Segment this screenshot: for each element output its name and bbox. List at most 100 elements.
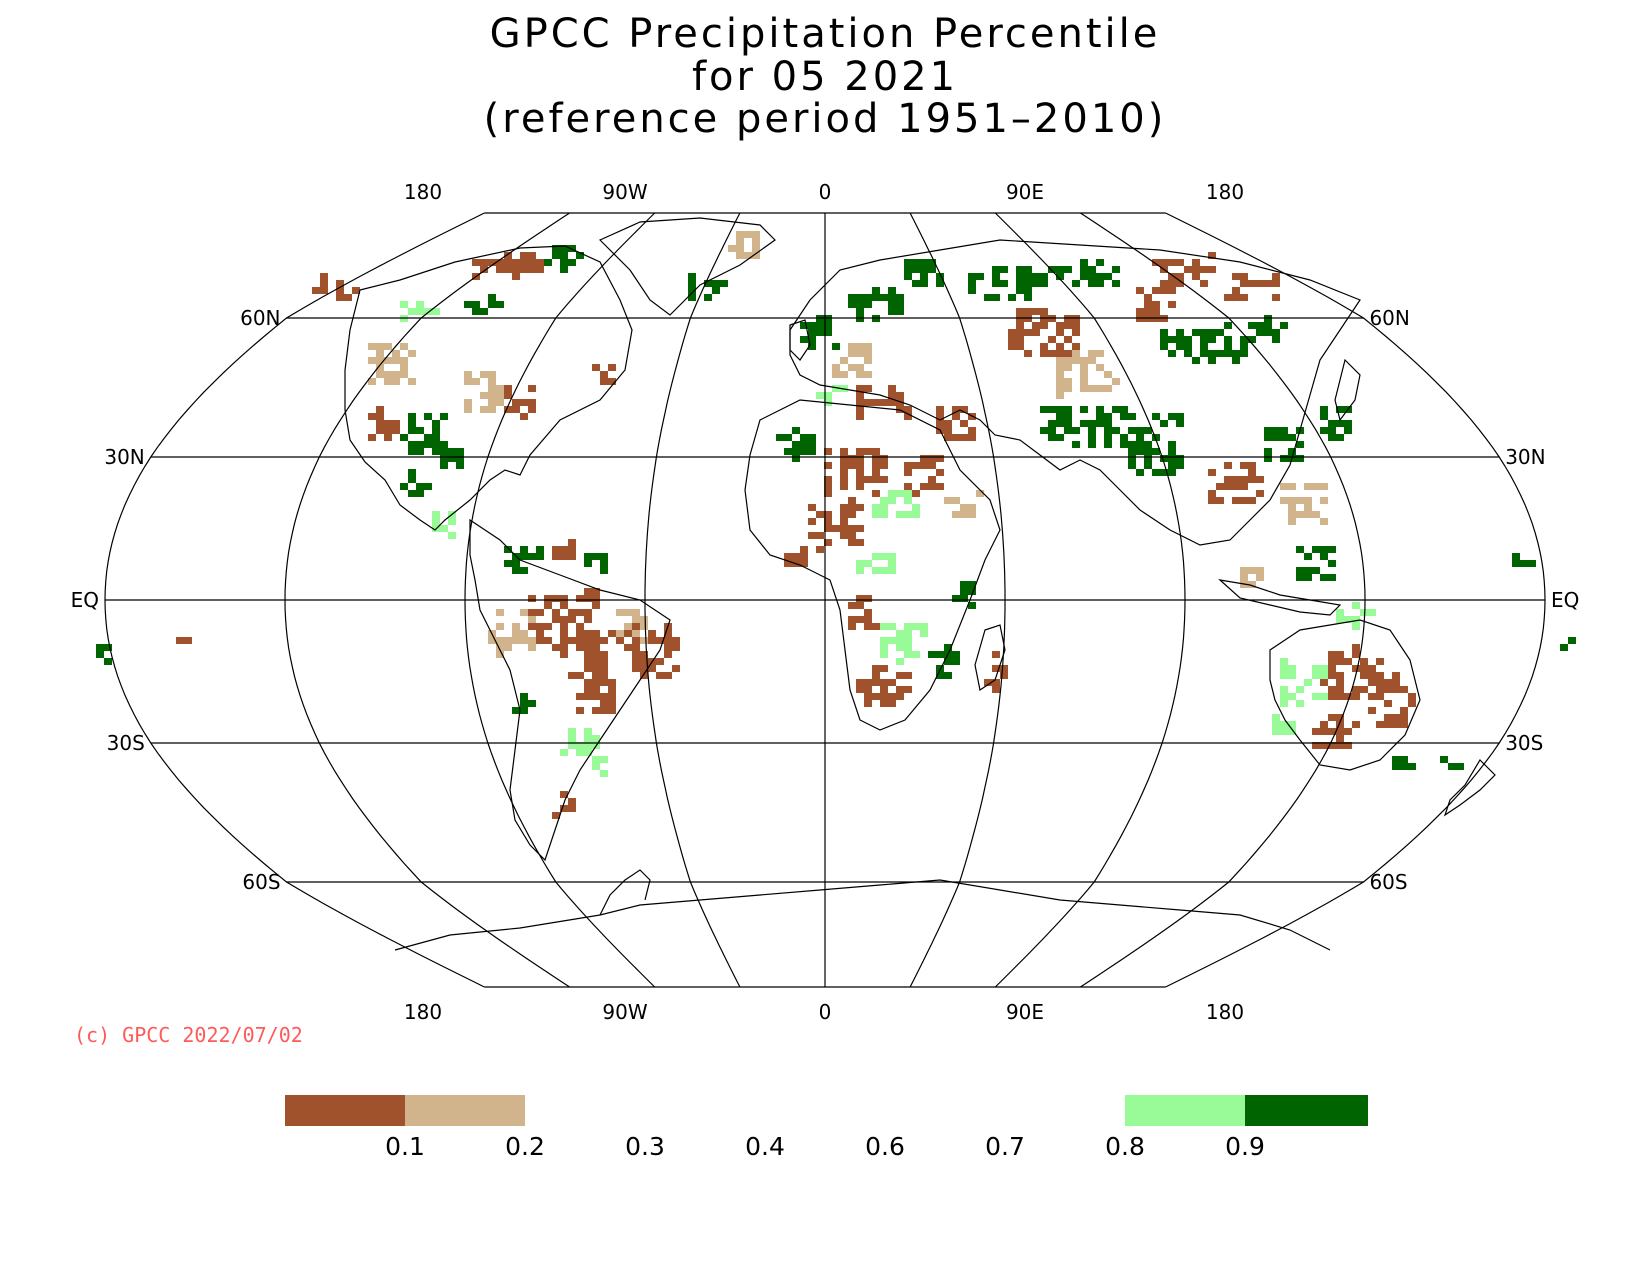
percentile-cell <box>928 483 936 490</box>
percentile-cell <box>424 434 432 441</box>
percentile-cell <box>904 623 912 630</box>
percentile-cell <box>880 553 888 560</box>
percentile-cell <box>1048 434 1056 441</box>
percentile-cell <box>1320 483 1328 490</box>
percentile-cell <box>512 623 520 630</box>
percentile-cell <box>632 630 640 637</box>
coastline-south-america <box>469 518 671 862</box>
percentile-cell <box>928 266 936 273</box>
percentile-cell <box>576 609 584 616</box>
percentile-cell <box>1048 350 1056 357</box>
percentile-cell <box>1528 560 1536 567</box>
percentile-cell <box>800 560 808 567</box>
percentile-cell <box>1168 336 1176 343</box>
percentile-cell <box>656 658 664 665</box>
percentile-cell <box>1000 665 1008 672</box>
percentile-cell <box>1368 707 1376 714</box>
percentile-cell <box>1320 574 1328 581</box>
percentile-cell <box>856 679 864 686</box>
percentile-cell <box>1144 294 1152 301</box>
percentile-cell <box>1288 728 1296 735</box>
percentile-cell <box>840 371 848 378</box>
percentile-cell <box>1368 665 1376 672</box>
percentile-cell <box>440 441 448 448</box>
percentile-cell <box>440 462 448 469</box>
percentile-cell <box>888 679 896 686</box>
percentile-cell <box>1200 350 1208 357</box>
percentile-cell <box>320 287 328 294</box>
percentile-cell <box>464 301 472 308</box>
percentile-cell <box>968 511 976 518</box>
percentile-cell <box>840 476 848 483</box>
percentile-cell <box>504 406 512 413</box>
percentile-cell <box>896 511 904 518</box>
percentile-cell <box>1280 322 1288 329</box>
percentile-cell <box>312 287 320 294</box>
percentile-cell <box>992 651 1000 658</box>
percentile-cell <box>640 616 648 623</box>
percentile-cell <box>1384 714 1392 721</box>
percentile-cell <box>1280 686 1288 693</box>
legend-tick-label: 0.8 <box>1105 1132 1145 1161</box>
percentile-cell <box>376 350 384 357</box>
percentile-cell <box>792 427 800 434</box>
percentile-cell <box>840 357 848 364</box>
percentile-cell <box>864 371 872 378</box>
percentile-cell <box>824 490 832 497</box>
percentile-cell <box>1248 581 1256 588</box>
percentile-cell <box>1320 406 1328 413</box>
percentile-cell <box>1328 546 1336 553</box>
percentile-cell <box>1256 280 1264 287</box>
percentile-cell <box>1208 350 1216 357</box>
percentile-cell <box>1104 273 1112 280</box>
percentile-cell <box>472 301 480 308</box>
percentile-cell <box>1400 721 1408 728</box>
percentile-cell <box>1328 651 1336 658</box>
percentile-cell <box>848 301 856 308</box>
percentile-cell <box>1360 658 1368 665</box>
percentile-cell <box>1088 434 1096 441</box>
percentile-cell <box>320 273 328 280</box>
percentile-cell <box>1336 686 1344 693</box>
percentile-cell <box>856 455 864 462</box>
percentile-cell <box>856 616 864 623</box>
percentile-cell <box>872 693 880 700</box>
percentile-cell <box>856 301 864 308</box>
percentile-cell <box>832 525 840 532</box>
percentile-cell <box>864 350 872 357</box>
percentile-cell <box>544 595 552 602</box>
percentile-cell <box>1368 693 1376 700</box>
percentile-cell <box>824 483 832 490</box>
percentile-cell <box>1128 455 1136 462</box>
percentile-cell <box>872 504 880 511</box>
percentile-cell <box>1400 763 1408 770</box>
percentile-cell <box>528 259 536 266</box>
percentile-cell <box>600 378 608 385</box>
percentile-cell <box>856 469 864 476</box>
percentile-cell <box>848 294 856 301</box>
percentile-cell <box>1176 329 1184 336</box>
percentile-cell <box>1056 350 1064 357</box>
percentile-cell <box>584 651 592 658</box>
percentile-cell <box>904 672 912 679</box>
percentile-cell <box>536 259 544 266</box>
percentile-cell <box>496 609 504 616</box>
percentile-cell <box>800 434 808 441</box>
percentile-cell <box>848 539 856 546</box>
percentile-cell <box>816 392 824 399</box>
percentile-cell <box>1336 406 1344 413</box>
percentile-cell <box>1096 259 1104 266</box>
title-line-2: for 05 2021 <box>691 54 959 100</box>
percentile-cell <box>944 420 952 427</box>
percentile-cell <box>800 546 808 553</box>
percentile-cell <box>1304 497 1312 504</box>
percentile-cell <box>576 644 584 651</box>
percentile-cell <box>952 658 960 665</box>
meridian-line <box>1165 212 1546 988</box>
percentile-cell <box>1080 420 1088 427</box>
percentile-cell <box>568 672 576 679</box>
legend-swatch <box>285 1095 405 1126</box>
percentile-cell <box>1288 693 1296 700</box>
percentile-cell <box>1056 420 1064 427</box>
percentile-cell <box>1152 301 1160 308</box>
